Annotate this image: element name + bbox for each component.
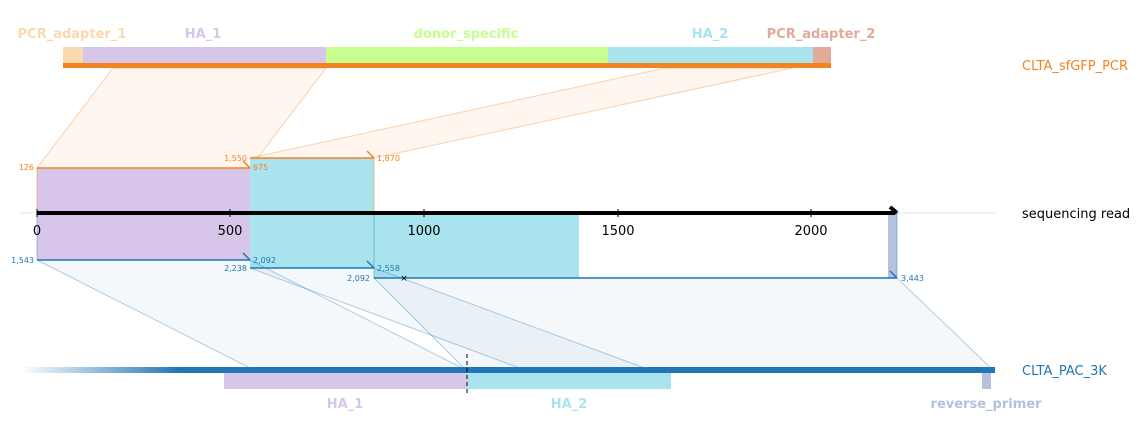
bottom-alignment-ha2-fill-1 bbox=[250, 213, 374, 268]
genome-ha-2-block bbox=[467, 373, 671, 389]
ha-1-bottom-label: HA_1 bbox=[327, 397, 364, 412]
top-a1-end-label: 675 bbox=[253, 163, 268, 172]
top-alignment-ha1-fill bbox=[37, 168, 250, 213]
bottom-alignment-1-arrow bbox=[242, 252, 251, 261]
tick-label-0: 0 bbox=[33, 224, 41, 239]
top-a2-start-label: 1,550 bbox=[224, 154, 247, 163]
pcr-adapter-1-label: PCR_adapter_1 bbox=[18, 27, 127, 42]
read-axis-ticks bbox=[36, 209, 812, 217]
ha-1-top-label: HA_1 bbox=[185, 27, 222, 42]
genome-fade-segment bbox=[20, 367, 180, 373]
top-alignment-ha2-fill bbox=[250, 158, 374, 213]
bottom-alignment-2-arrow bbox=[366, 260, 375, 269]
tick-label-1500: 1500 bbox=[601, 224, 634, 239]
top-feature-bar bbox=[63, 47, 831, 68]
mismatch-marker: × bbox=[400, 274, 408, 284]
bottom-alignment-ha1-fill bbox=[37, 213, 250, 260]
pcr-adapter-1-block bbox=[63, 47, 83, 64]
ha-2-block bbox=[608, 47, 813, 64]
genome-reverse-primer-block bbox=[982, 373, 991, 389]
tick-label-500: 500 bbox=[218, 224, 243, 239]
genome-name: CLTA_PAC_3K bbox=[1022, 364, 1107, 379]
pcr-adapter-2-block bbox=[813, 47, 831, 64]
tick-label-2000: 2000 bbox=[794, 224, 827, 239]
ha-1-block bbox=[83, 47, 326, 64]
bottom-b1-end-label: 2,092 bbox=[253, 256, 276, 265]
pcr-adapter-2-label: PCR_adapter_2 bbox=[767, 27, 876, 42]
top-alignment-ribbon-2 bbox=[249, 67, 794, 159]
donor-specific-label: donor_specific bbox=[414, 27, 519, 42]
bottom-alignment-ha2-fill-2 bbox=[374, 213, 579, 278]
bottom-alignment-primer-fill bbox=[888, 213, 897, 278]
top-a2-end-label: 1,870 bbox=[377, 154, 400, 163]
bottom-b1-start-label: 1,543 bbox=[11, 256, 34, 265]
read-name: sequencing read bbox=[1022, 207, 1130, 222]
genome-line bbox=[180, 367, 995, 373]
tick-label-1000: 1000 bbox=[407, 224, 440, 239]
donor-specific-block bbox=[326, 47, 608, 64]
top-a1-start-label: 126 bbox=[19, 163, 34, 172]
bottom-alignment-3-arrow bbox=[889, 270, 898, 279]
read-arrow-head bbox=[888, 205, 899, 215]
bottom-b3-end-label: 3,443 bbox=[901, 274, 924, 283]
top-alignment-1-arrow bbox=[242, 160, 251, 169]
bottom-b2-end-label: 2,558 bbox=[377, 264, 400, 273]
top-alignment-2-arrow bbox=[366, 150, 375, 159]
ha-2-bottom-label: HA_2 bbox=[551, 397, 588, 412]
ha-2-top-label: HA_2 bbox=[692, 27, 729, 42]
pcr-product-name: CLTA_sfGFP_PCR bbox=[1022, 59, 1128, 74]
genome-ha-1-block bbox=[224, 373, 467, 389]
bottom-b3-start-label: 2,092 bbox=[347, 274, 370, 283]
bottom-b2-start-label: 2,238 bbox=[224, 264, 247, 273]
reverse-primer-label: reverse_primer bbox=[931, 397, 1043, 412]
pcr-product-line bbox=[63, 63, 831, 68]
